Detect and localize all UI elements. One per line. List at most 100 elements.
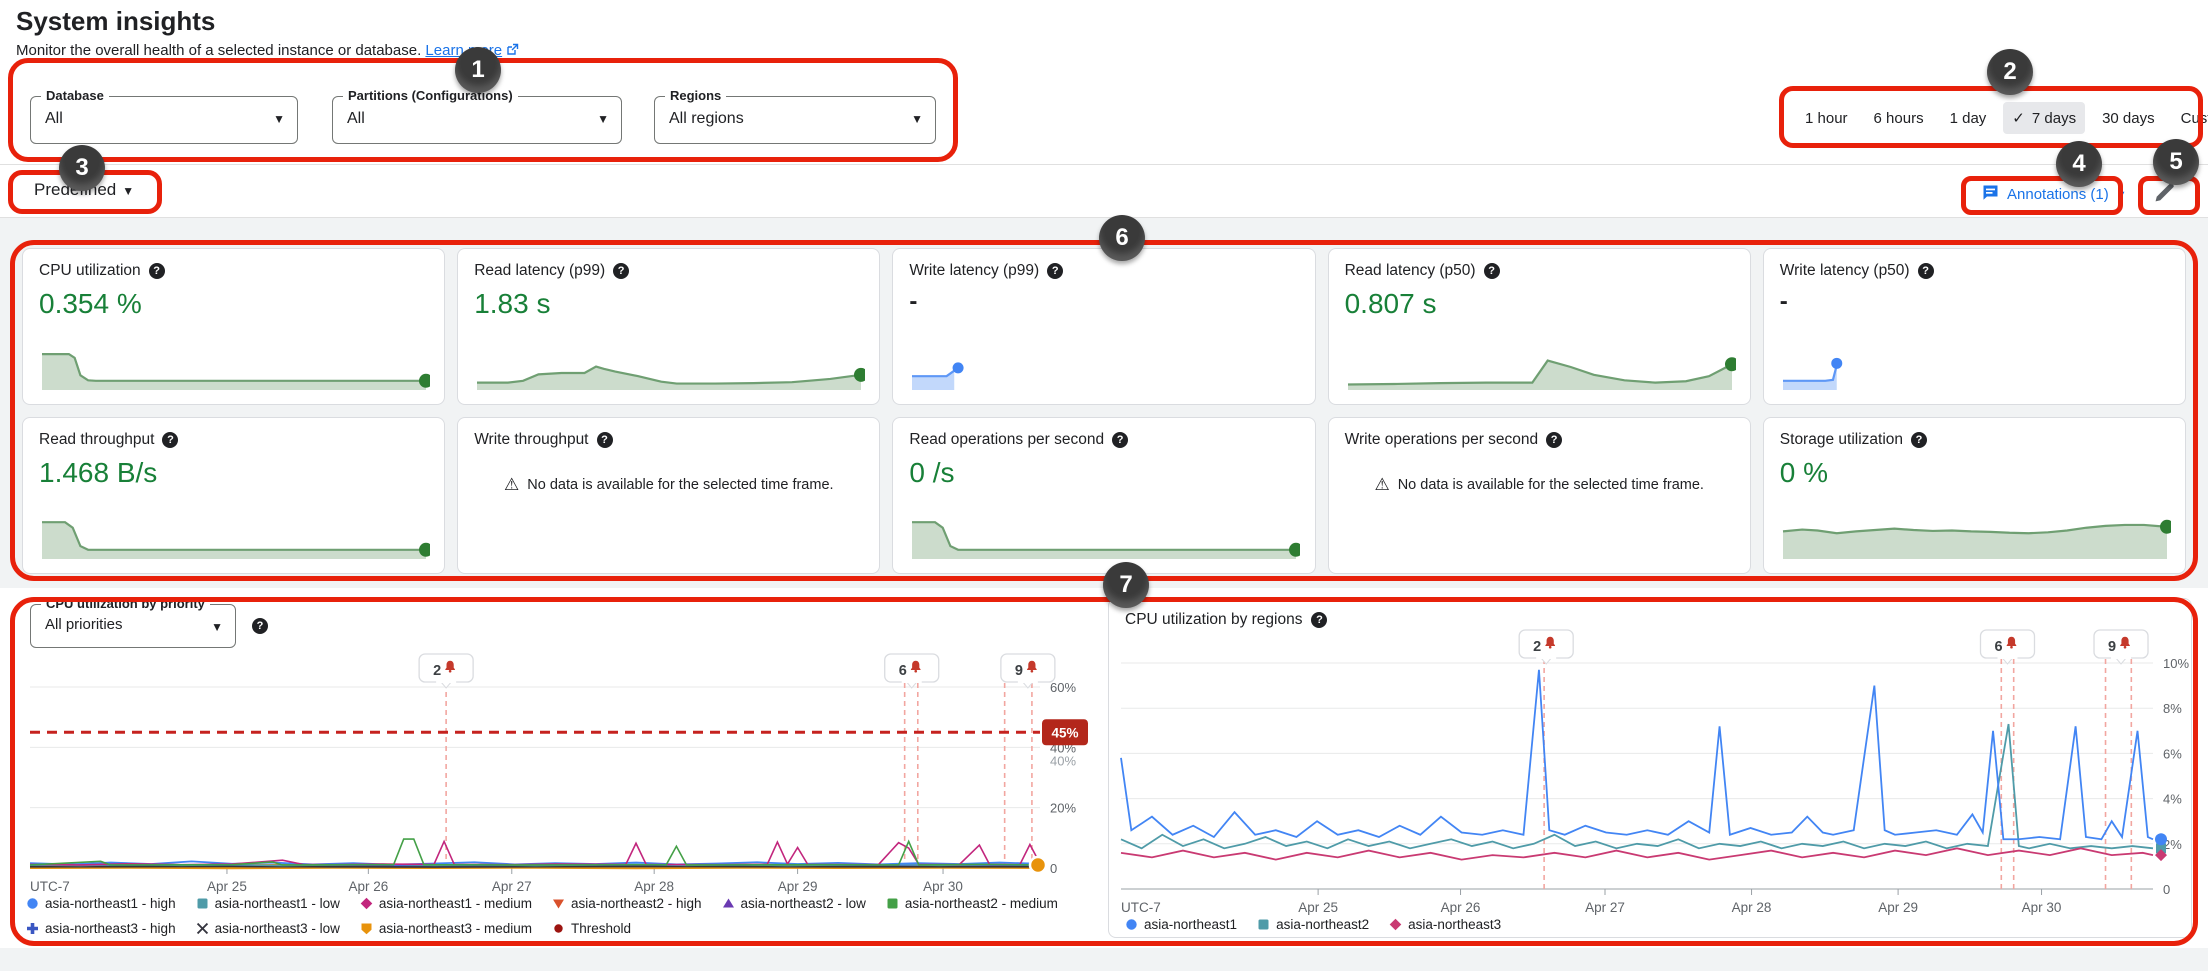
alert-bell-icon [2006,636,2017,649]
help-icon[interactable]: ? [1112,432,1129,448]
metric-title-text: Read operations per second [909,431,1105,448]
svg-text:60%: 60% [1050,680,1076,695]
legend-marker-triup [722,898,734,908]
svg-text:6: 6 [1994,639,2002,655]
learn-more-link[interactable]: Learn more [425,42,503,59]
legend-item-asia-northeast2-medium[interactable]: asia-northeast2 - medium [886,896,1058,911]
no-data-message: ⚠ No data is available for the selected t… [458,476,879,493]
help-icon[interactable]: ? [596,432,613,448]
time-option-1-hour[interactable]: 1 hour [1805,109,1848,127]
cpu-priority-chart[interactable]: 60% 40% 20% 0 Apr 25 Apr 26 Apr 27 Apr 28 Apr 29… [20,600,1100,900]
alert-badge-2[interactable]: 2 [1518,629,1574,665]
regions-select-value: All regions [669,110,744,127]
annotations-dropdown[interactable]: Annotations (1) ▼ [1981,183,2127,206]
partitions-select[interactable]: Partitions (Configurations) All ▼ [332,88,622,144]
chevron-down-icon: ▼ [273,112,285,126]
page-subtitle: Monitor the overall health of a selected… [16,42,422,59]
time-option-6-hours[interactable]: 6 hours [1873,109,1924,127]
legend-marker-square [1258,919,1269,930]
metric-title-text: Storage utilization [1779,431,1904,448]
svg-text:9: 9 [2108,639,2116,655]
legend-label: asia-northeast3 [1408,917,1502,932]
regions-select-label: Regions [665,88,727,103]
legend-item-Threshold[interactable]: Threshold [552,921,631,936]
svg-text:Apr 27: Apr 27 [1585,900,1625,915]
metric-value-cpu-utilization: 0.354 % [39,288,142,319]
legend-marker-dot [554,924,563,933]
warning-icon: ⚠ [1374,475,1390,494]
chevron-down-icon: ▼ [122,184,135,198]
help-icon[interactable]: ? [1911,432,1928,448]
legend-row: asia-northeast1 - high asia-northeast1 - … [26,896,1058,911]
charts-panel: CPU utilization by priority All prioriti… [0,588,2208,948]
chevron-down-icon: ▼ [911,112,923,126]
time-option-30-days[interactable]: 30 days [2102,109,2155,127]
help-icon[interactable]: ? [1047,263,1064,279]
time-option-1-day[interactable]: 1 day [1949,109,1987,127]
legend-item-asia-northeast3-low[interactable]: asia-northeast3 - low [196,921,340,936]
svg-text:Apr 30: Apr 30 [923,879,963,894]
svg-text:0: 0 [2163,882,2170,897]
predefined-dropdown[interactable]: Predefined ▼ [34,180,134,200]
alert-badge-6[interactable]: 6 [1979,629,2036,665]
svg-text:Apr 26: Apr 26 [1441,900,1481,915]
help-icon[interactable]: ? [148,263,165,279]
metric-title-text: Read latency (p50) [1344,262,1476,279]
svg-text:40%: 40% [1050,753,1076,768]
database-select-label: Database [41,88,109,103]
cpu-regions-legend: asia-northeast1 asia-northeast2 asia-north… [1125,917,1501,932]
legend-item-asia-northeast1-medium[interactable]: asia-northeast1 - medium [360,896,532,911]
legend-label: asia-northeast2 [1276,917,1370,932]
svg-text:2: 2 [433,663,441,679]
metric-value-read-latency-p99: 1.83 s [474,288,551,319]
alert-badge-9[interactable]: 9 [2093,629,2149,665]
legend-item-asia-northeast1-low[interactable]: asia-northeast1 - low [196,896,340,911]
legend-item-asia-northeast2-low[interactable]: asia-northeast2 - low [722,896,866,911]
external-link-icon [506,43,519,60]
legend-item-asia-northeast3-high[interactable]: asia-northeast3 - high [26,921,176,936]
legend-item-asia-northeast2[interactable]: asia-northeast2 [1257,917,1369,932]
legend-item-asia-northeast3[interactable]: asia-northeast3 [1389,917,1501,932]
cpu-regions-chart[interactable]: 10% 8% 6% 4% 2% 0 Apr 25 Apr 26 Apr 27 Apr 28 Apr … [1109,619,2191,919]
help-icon[interactable]: ? [1546,432,1563,448]
metric-title-write-latency-p99: Write latency (p99)? [909,262,1298,280]
legend-row: asia-northeast3 - high asia-northeast3 - … [26,921,1058,936]
time-option-7-days[interactable]: ✓ 7 days [2003,102,2086,134]
annotations-label: Annotations (1) [2007,186,2109,203]
metric-card-read-ops: Read operations per second? 0 /s [892,417,1316,574]
time-option-custom[interactable]: Custom▼ [2180,109,2208,127]
legend-label: asia-northeast2 - high [570,896,702,911]
help-icon[interactable]: ? [1483,263,1500,279]
metric-value-write-latency-p50: - [1779,288,1788,315]
legend-marker-circle [1126,919,1137,930]
edit-dashboard-button[interactable] [2152,179,2186,209]
legend-label: asia-northeast3 - medium [378,921,532,936]
database-select[interactable]: Database All ▼ [30,88,298,144]
legend-item-asia-northeast1[interactable]: asia-northeast1 [1125,917,1237,932]
legend-item-asia-northeast2-high[interactable]: asia-northeast2 - high [552,896,702,911]
legend-label: asia-northeast3 - high [45,921,176,936]
partitions-select-label: Partitions (Configurations) [343,88,518,103]
metric-title-read-throughput: Read throughput? [39,431,428,449]
no-data-text: No data is available for the selected ti… [527,476,834,493]
help-icon[interactable]: ? [1311,612,1328,628]
metric-title-text: Write throughput [474,431,589,448]
metric-card-read-latency-p50: Read latency (p50)? 0.807 s [1327,248,1751,405]
regions-select[interactable]: Regions All regions ▼ [654,88,936,144]
help-icon[interactable]: ? [252,618,268,634]
help-icon[interactable]: ? [162,432,179,448]
legend-item-asia-northeast1-high[interactable]: asia-northeast1 - high [26,896,176,911]
svg-text:2: 2 [1533,639,1541,655]
help-icon[interactable]: ? [1917,263,1934,279]
svg-text:Apr 30: Apr 30 [2022,900,2062,915]
legend-marker-circle [27,898,38,909]
help-icon[interactable]: ? [613,263,630,279]
legend-item-asia-northeast3-medium[interactable]: asia-northeast3 - medium [360,921,532,936]
svg-text:45%: 45% [1051,725,1078,740]
legend-marker-square [197,898,208,909]
legend-marker-diamond [1389,918,1402,931]
alert-badge-9[interactable]: 9 [1000,653,1056,689]
alert-badge-6[interactable]: 6 [884,653,940,689]
alert-badge-2[interactable]: 2 [418,653,474,689]
series-asia-northeast2-medium [29,838,1041,866]
